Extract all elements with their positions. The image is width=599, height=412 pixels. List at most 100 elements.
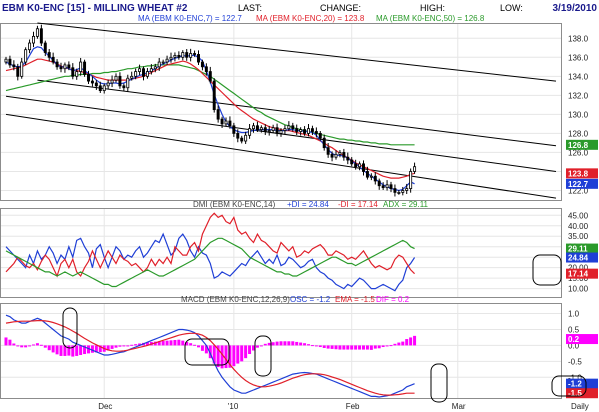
macd-histogram-bar <box>173 340 177 346</box>
macd-histogram-bar <box>326 345 330 349</box>
candle-body <box>224 120 228 125</box>
macd-histogram-bar <box>12 343 16 346</box>
candle-body <box>75 71 79 77</box>
candle-body <box>181 52 185 58</box>
candle-body <box>43 42 47 53</box>
candle-body <box>287 125 291 130</box>
candle-body <box>299 129 303 132</box>
candle-body <box>212 80 216 111</box>
y-tick-label: 45.00 <box>568 211 589 220</box>
candle-body <box>59 66 63 70</box>
y-tick-label: 122.0 <box>568 186 589 195</box>
candle-body <box>228 120 232 127</box>
macd-histogram-bar <box>197 345 200 348</box>
macd-histogram-bar <box>224 345 228 369</box>
highlight-oval <box>254 335 272 377</box>
macd-histogram-bar <box>134 344 138 346</box>
chart-title: EBM K0-ENC [15] - MILLING WHEAT #2 <box>2 3 188 14</box>
dmi-legend-item: ADX = 29.11 <box>383 200 429 209</box>
candle-body <box>126 77 130 89</box>
candle-body <box>63 64 67 70</box>
macd-histogram-bar <box>255 345 259 348</box>
macd-histogram-bar <box>47 345 51 351</box>
candle-body <box>173 54 177 58</box>
candle-body <box>193 53 197 55</box>
y-tick-label: 130.0 <box>568 110 589 119</box>
macd-histogram-bar <box>122 345 126 347</box>
macd-histogram-bar <box>295 341 299 346</box>
y-tick-label: 10.00 <box>568 285 589 294</box>
candle-body <box>248 128 252 136</box>
candle-body <box>35 28 39 37</box>
macd-histogram-bar <box>94 345 98 353</box>
candle-body <box>24 49 28 63</box>
candle-body <box>244 134 248 142</box>
candle-body <box>216 109 220 120</box>
dmi-legend-item: -DI = 17.14 <box>338 200 378 209</box>
candle-body <box>220 118 224 125</box>
candle-body <box>393 188 397 193</box>
macd-histogram-bar <box>314 345 318 347</box>
dmi-panel <box>0 208 562 298</box>
candle-body <box>346 156 350 161</box>
highlight-oval <box>551 375 587 397</box>
value-tag-label: 17.14 <box>568 270 589 279</box>
candle-body <box>177 54 181 58</box>
dmi-legend-prefix: DMI (EBM K0-ENC,14) <box>193 200 276 209</box>
macd-histogram-bar <box>220 345 224 369</box>
candle-body <box>161 61 165 64</box>
value-tag-label: 24.84 <box>568 254 589 263</box>
y-tick-label: 0.5 <box>568 325 580 334</box>
macd-histogram-bar <box>240 345 244 362</box>
macd-histogram-bar <box>71 345 75 357</box>
macd-histogram-bar <box>307 344 310 346</box>
y-tick-label: 134.0 <box>568 72 589 81</box>
macd-histogram-bar <box>397 342 401 346</box>
value-tag-label: 29.11 <box>568 245 588 254</box>
candle-body <box>165 58 169 63</box>
candle-body <box>259 127 263 130</box>
dmi-minusdi-line <box>5 212 415 278</box>
macd-histogram-bar <box>79 345 83 355</box>
candle-body <box>271 127 275 131</box>
candle-body <box>28 42 32 51</box>
axis-layer: 138.0136.0134.0132.0130.0128.0126.0124.0… <box>98 34 598 411</box>
candle-body <box>236 133 240 139</box>
macd-histogram-bar <box>405 339 409 346</box>
y-tick-label: 20.00 <box>568 264 589 273</box>
value-tag-label: 123.8 <box>568 169 589 178</box>
value-tag <box>566 243 598 254</box>
macd-histogram-bar <box>8 339 12 346</box>
candle-body <box>330 153 334 158</box>
macd-histogram-bar <box>252 345 255 351</box>
candle-body <box>208 71 212 82</box>
candle-body <box>252 125 255 130</box>
candle-body <box>55 61 59 68</box>
candle-body <box>397 191 401 194</box>
candle-body <box>90 80 94 84</box>
candle-body <box>98 85 102 91</box>
macd-histogram-bar <box>138 343 142 346</box>
macd-histogram-bar <box>51 345 55 353</box>
price-legend-item: MA (EBM K0-ENC,20) = 123.8 <box>256 14 365 23</box>
candle-body <box>149 68 153 72</box>
value-tag-label: 126.8 <box>568 141 589 150</box>
dmi-layer <box>5 212 416 292</box>
candle-body <box>409 171 413 189</box>
candle-body <box>189 53 193 58</box>
macd-histogram-bar <box>248 345 252 355</box>
candle-body <box>401 190 405 193</box>
macd-histogram-bar <box>20 345 24 348</box>
macd-histogram-bar <box>385 345 389 347</box>
candle-body <box>134 71 138 77</box>
macd-histogram-bar <box>106 345 110 351</box>
macd-histogram-bar <box>275 341 279 346</box>
macd-histogram-bar <box>350 345 354 350</box>
macd-histogram-bar <box>389 345 393 347</box>
candle-body <box>326 147 330 155</box>
x-tick-label: Daily <box>571 402 589 411</box>
macd-histogram-bar <box>291 341 295 346</box>
macd-histogram-bar <box>193 344 197 346</box>
value-tag <box>566 178 598 189</box>
